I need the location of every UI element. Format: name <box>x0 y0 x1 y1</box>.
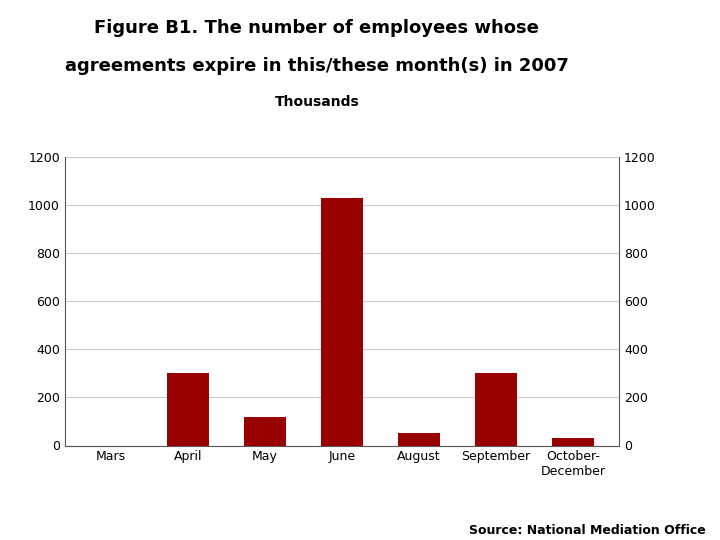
Bar <box>321 198 363 446</box>
Text: agreements expire in this/these month(s) in 2007: agreements expire in this/these month(s)… <box>65 57 569 75</box>
Bar <box>167 373 210 446</box>
Bar <box>397 434 440 445</box>
Text: ✦✦ ✦✦
✦: ✦✦ ✦✦ ✦ <box>652 24 678 37</box>
Bar <box>552 438 594 445</box>
Text: RIKSBANK: RIKSBANK <box>646 77 683 83</box>
Text: SVERIGES: SVERIGES <box>647 60 682 65</box>
Bar <box>474 373 517 446</box>
Text: Figure B1. The number of employees whose: Figure B1. The number of employees whose <box>94 19 539 37</box>
Bar <box>244 417 287 445</box>
Text: Thousands: Thousands <box>274 94 359 109</box>
Text: Source: National Mediation Office: Source: National Mediation Office <box>469 524 706 537</box>
